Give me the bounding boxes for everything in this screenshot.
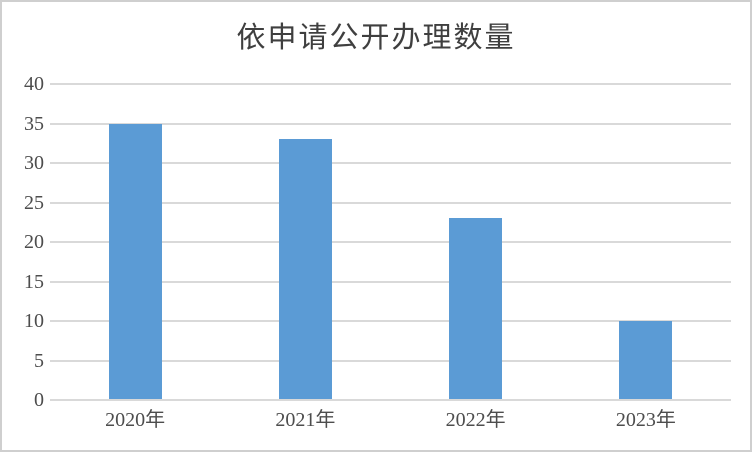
y-tick-label: 30: [24, 152, 44, 174]
bar-2020年: [108, 123, 162, 399]
gridline-30: [50, 162, 731, 164]
y-tick-label: 20: [24, 231, 44, 253]
y-tick-label: 25: [24, 191, 44, 214]
gridline-40: [50, 83, 731, 85]
gridline-5: [50, 359, 731, 362]
y-tick-label: 40: [24, 73, 44, 95]
gridline-20: [50, 241, 731, 243]
x-tick-label: 2022年: [445, 409, 506, 431]
gridline-25: [50, 201, 731, 204]
y-tick-label: 10: [24, 310, 44, 332]
x-tick-label: 2023年: [615, 409, 676, 431]
x-tick-label: 2020年: [105, 409, 166, 431]
bar-2021年: [278, 139, 332, 399]
gridline-10: [50, 320, 731, 322]
bar-2023年: [619, 321, 673, 399]
gridline-35: [50, 122, 731, 125]
y-tick-label: 5: [34, 349, 44, 372]
gridline-15: [50, 280, 731, 283]
y-tick-label: 15: [24, 270, 44, 293]
x-tick-label: 2021年: [275, 409, 336, 431]
y-tick-label: 0: [34, 389, 44, 411]
y-tick-label: 35: [24, 112, 44, 135]
chart-title: 依申请公开办理数量: [236, 22, 516, 54]
gridline-0: [50, 399, 731, 401]
bar-2022年: [449, 218, 503, 399]
